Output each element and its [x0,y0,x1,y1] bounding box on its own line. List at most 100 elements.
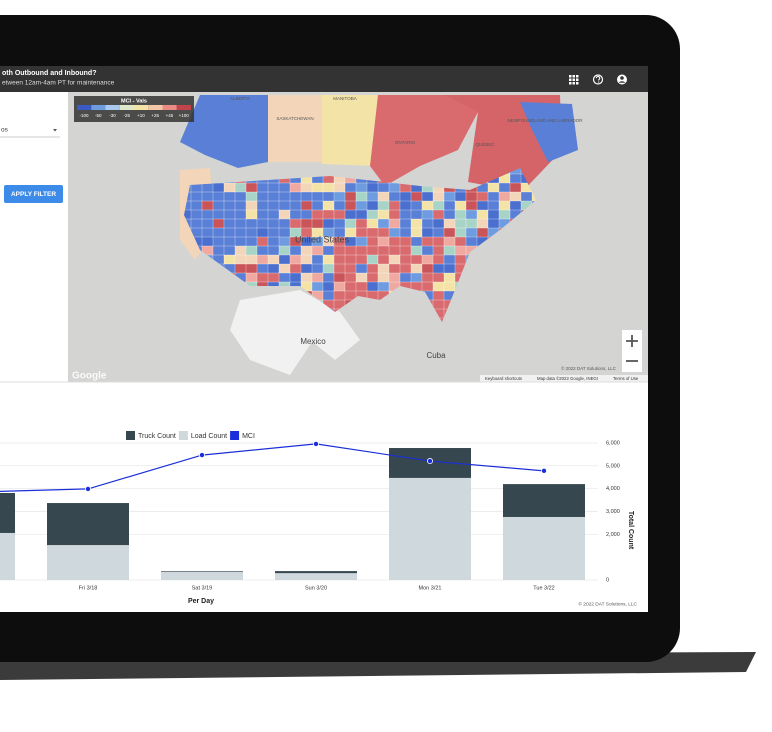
y-tick-label: 0 [606,577,609,583]
region [212,236,225,247]
region [432,191,445,202]
region [256,263,269,274]
region [443,254,456,265]
region [443,191,456,202]
region [421,200,434,211]
mci-line [0,443,545,492]
region [190,191,203,202]
region [432,263,445,274]
region [322,290,335,301]
region [201,236,214,247]
region [421,218,434,229]
region [267,245,280,256]
region [443,227,456,238]
region [487,218,500,229]
region [333,218,346,229]
region [212,200,225,211]
region [366,200,379,211]
region [289,254,302,265]
region [268,95,322,162]
account-icon[interactable] [617,74,627,85]
region [234,263,247,274]
region [245,182,258,193]
region [223,218,236,229]
region [267,236,280,247]
region [377,281,390,292]
legend-label: Truck Count [138,433,176,440]
region [410,227,423,238]
map-label: ONTARIO [395,140,416,145]
region [432,200,445,211]
region [410,200,423,211]
region [388,254,401,265]
region [256,236,269,247]
legend-swatch [230,431,240,440]
region [432,245,445,256]
region [245,218,258,229]
region [487,209,500,220]
apps-icon[interactable] [569,75,579,85]
region [454,218,467,229]
region [234,227,247,238]
region [267,191,280,202]
help-icon[interactable] [592,74,604,85]
region [344,263,357,274]
region [256,218,269,229]
region [498,209,511,220]
region [245,263,258,274]
region [256,254,269,265]
region [311,191,324,202]
region [333,182,346,193]
region [267,218,280,229]
region [234,209,247,220]
apply-filter-label[interactable]: APPLY FILTER [11,191,56,198]
region [432,290,445,301]
region [190,218,203,229]
bar-segment [275,573,357,580]
region [432,254,445,265]
y-tick-label: 2,000 [606,532,620,538]
region [399,191,412,202]
filter-panel [0,92,68,382]
bar-segment [503,516,585,580]
region [311,245,324,256]
map[interactable]: ALBERTA MANITOBA SASKATCHEWAN ONTARIO QUEBEC… [68,92,648,382]
map-footer-link[interactable]: Keyboard shortcuts [485,376,522,381]
region [344,281,357,292]
region [245,227,258,238]
screen: oth Outbound and Inbound? etween 12am-4a… [0,66,648,612]
region [377,182,390,193]
region [234,218,247,229]
region [410,209,423,220]
region [223,191,236,202]
region [311,281,324,292]
region [245,254,258,265]
region [278,236,291,247]
zoom-in[interactable] [626,335,638,347]
region [399,254,412,265]
region [531,191,536,202]
region [388,245,401,256]
region [300,218,313,229]
region [201,218,214,229]
apply-filter-button[interactable] [4,185,63,203]
map-footer-link[interactable]: Terms of Use [613,376,639,381]
map-label: ALBERTA [230,96,250,101]
select-caret[interactable] [53,129,57,132]
region [201,209,214,220]
region [344,254,357,265]
chart: 0 2,000 3,000 4,000 5,000 6,000 Fri 3/18 Sat 3/… [0,431,638,607]
region [432,218,445,229]
region [344,272,357,283]
region [344,218,357,229]
region [223,227,236,238]
mexico [300,290,360,360]
region [201,191,214,202]
legend-label: -25 [123,113,130,118]
region [399,227,412,238]
region [454,245,467,256]
filter-select-value[interactable]: os [1,127,9,134]
region [300,245,313,256]
region [234,236,247,247]
region [190,209,203,220]
